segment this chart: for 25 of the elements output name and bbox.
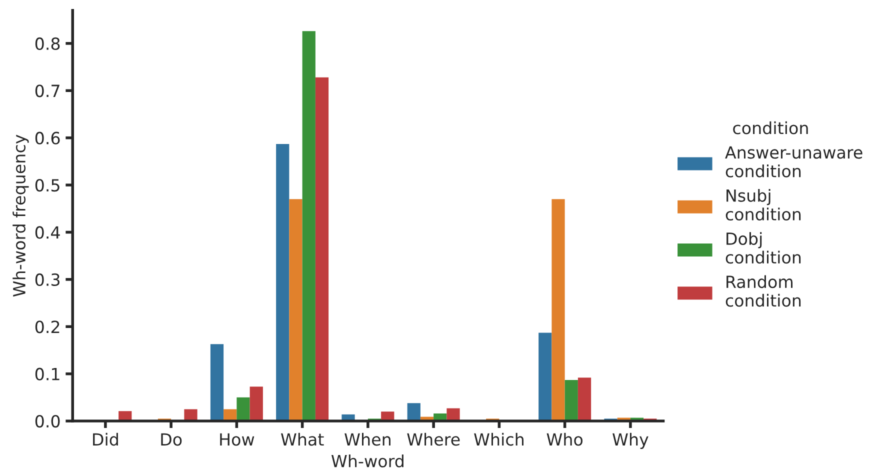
- legend-label: Dobj condition: [726, 232, 801, 264]
- legend-title: condition: [733, 121, 808, 134]
- y-tick-label: 0.1: [35, 368, 60, 380]
- legend-label: Answer-unaware condition: [725, 146, 862, 178]
- y-tick-label: 0.8: [35, 37, 60, 50]
- x-tick-label: When: [344, 432, 390, 446]
- x-tick-label: How: [220, 433, 254, 446]
- x-tick-label: Did: [93, 432, 118, 446]
- y-tick-label: 0.0: [35, 414, 60, 428]
- y-tick-label: 0.4: [35, 226, 60, 239]
- x-tick-label: Do: [161, 433, 182, 446]
- y-tick-label: 0.5: [35, 178, 60, 192]
- legend-label: Random condition: [726, 275, 801, 307]
- y-tick-label: 0.2: [35, 320, 60, 334]
- y-tick-label: 0.6: [35, 132, 60, 144]
- x-axis-title: Wh-word: [331, 454, 404, 468]
- y-tick-label: 0.3: [35, 273, 60, 286]
- y-axis-title: Wh-word frequency: [12, 134, 29, 297]
- x-tick-label: Which: [474, 432, 524, 446]
- y-tick-label: 0.7: [35, 84, 60, 98]
- x-tick-label: Who: [546, 432, 583, 446]
- x-tick-label: Why: [612, 432, 648, 449]
- x-tick-label: Where: [407, 432, 460, 446]
- x-tick-label: What: [280, 432, 324, 446]
- legend-label: Nsubj condition: [726, 188, 801, 221]
